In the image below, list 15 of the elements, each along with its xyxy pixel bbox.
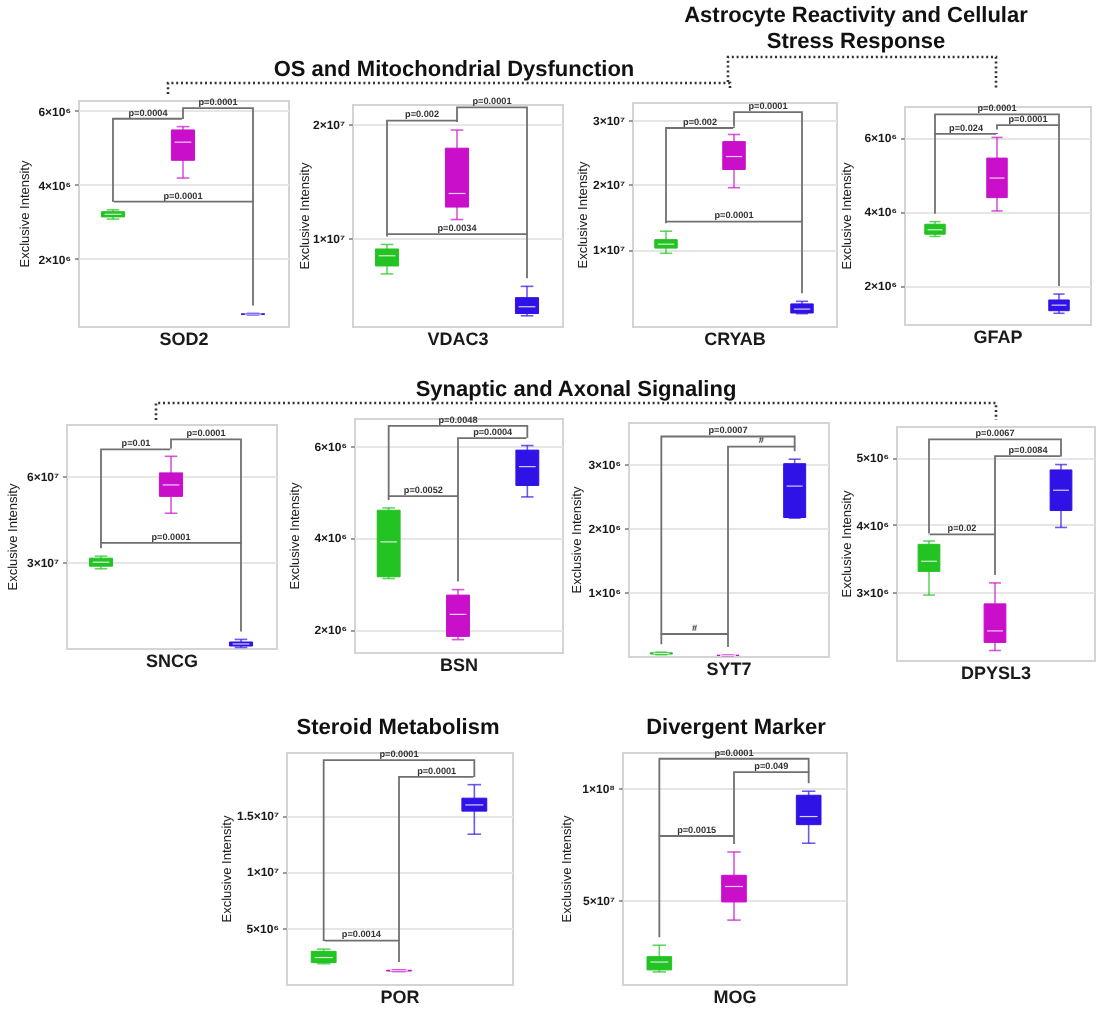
x-axis-title: CRYAB [704, 329, 767, 349]
chart-title: Synaptic and Axonal Signaling [413, 377, 739, 403]
chart-title: OS and Mitochondrial Dysfunction [271, 57, 637, 83]
x-axis-title: DPYSL3 [960, 663, 1032, 683]
chart-title: Astrocyte Reactivity and Cellular Stress Response [682, 4, 1030, 56]
x-axis-title: MOG [713, 987, 757, 1007]
chart-title: Divergent Marker [644, 715, 828, 741]
x-axis-title: SNCG [145, 651, 199, 671]
x-axis-title: VDAC3 [427, 329, 489, 349]
x-axis-title: SYT7 [706, 659, 752, 679]
x-axis-title: POR [380, 987, 421, 1007]
x-axis-title: BSN [439, 655, 479, 675]
x-axis-title: SOD2 [159, 329, 209, 349]
x-axis-title: GFAP [973, 327, 1023, 347]
chart-title: Steroid Metabolism [294, 715, 502, 741]
